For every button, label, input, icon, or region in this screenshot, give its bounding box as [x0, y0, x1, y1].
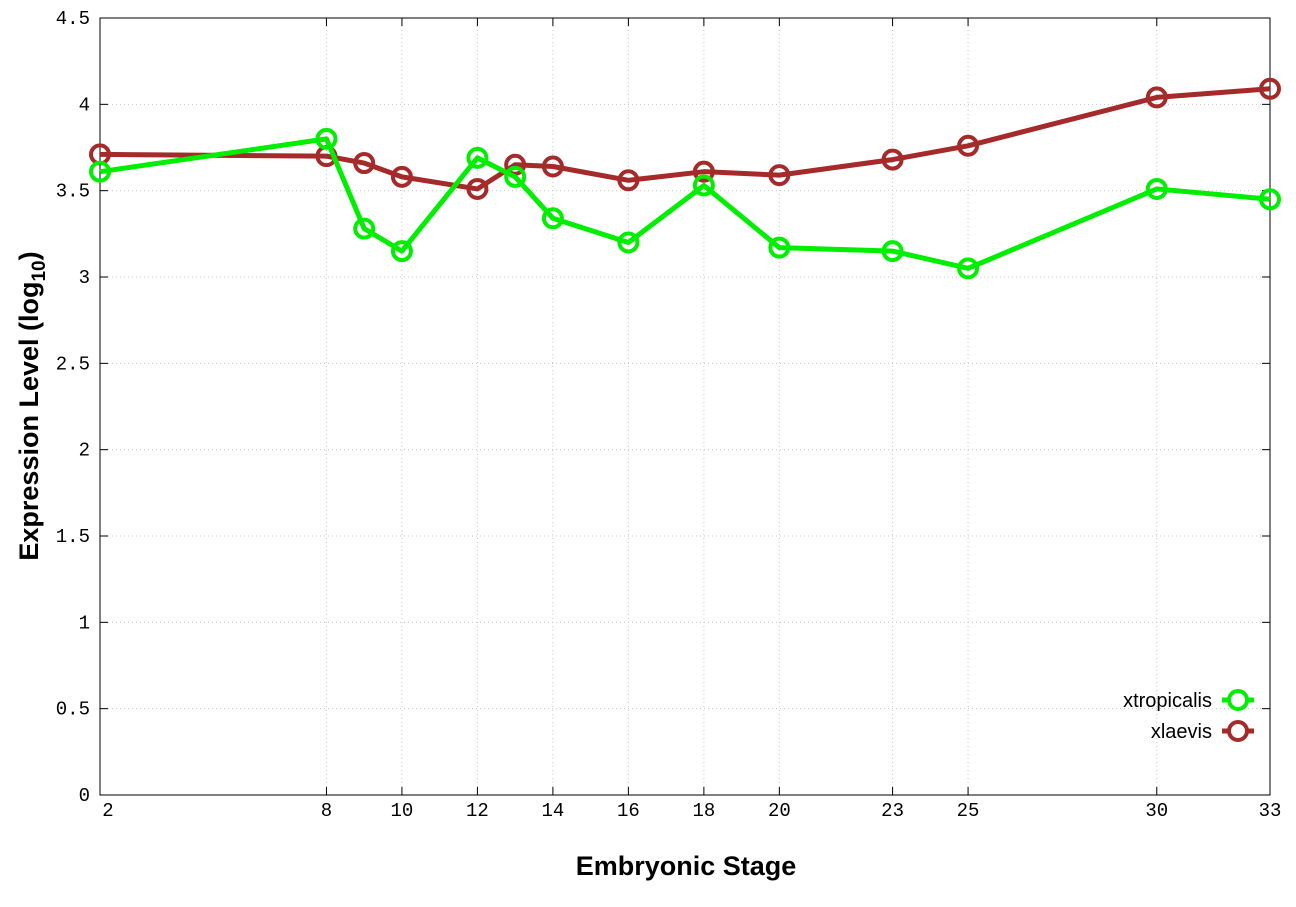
- data-point-xtropicalis: [881, 240, 904, 263]
- x-tick-label: 30: [1145, 800, 1168, 822]
- y-tick-label: 4: [79, 94, 90, 116]
- data-point-xlaevis: [504, 153, 527, 176]
- x-tick-label: 2: [102, 800, 113, 822]
- x-tick-label: 10: [391, 800, 414, 822]
- legend: xtropicalis xlaevis: [1123, 689, 1254, 743]
- axis-ticks: 2 8 10 12 14 16 18 20 23 25 30 33 0 0.5 1 1.5 2 2.5 3 3.5 4 4…: [56, 8, 1282, 822]
- data-point-xtropicalis: [541, 207, 564, 230]
- y-tick-label: 3.5: [56, 181, 90, 203]
- y-axis-title-main: Expression Level (log: [14, 282, 44, 561]
- x-tick-label: 16: [617, 800, 640, 822]
- y-tick-label: 2.5: [56, 353, 90, 375]
- data-point-xlaevis: [692, 160, 715, 183]
- series-line-xlaevis: [99, 86, 1271, 192]
- y-tick-label: 1.5: [56, 526, 90, 548]
- data-point-xtropicalis: [315, 127, 338, 150]
- y-axis-title: Expression Level (log10): [14, 251, 50, 560]
- data-point-xtropicalis: [466, 146, 489, 169]
- data-point-xtropicalis: [768, 236, 791, 259]
- data-point-xlaevis: [1145, 86, 1168, 109]
- x-tick-label: 23: [881, 800, 904, 822]
- plot-frame: [99, 17, 1271, 796]
- series-group: [89, 77, 1281, 280]
- data-point-xtropicalis: [353, 217, 376, 240]
- x-tick-label: 25: [957, 800, 980, 822]
- legend-swatch-marker: [1227, 689, 1249, 711]
- data-point-xlaevis: [617, 169, 640, 192]
- y-tick-label: 1: [79, 612, 90, 634]
- grid: [99, 17, 1271, 796]
- data-point-xlaevis: [353, 152, 376, 175]
- x-tick-label: 14: [541, 800, 564, 822]
- legend-swatch-marker: [1227, 720, 1249, 742]
- series-line-xtropicalis: [99, 136, 1271, 271]
- data-point-xlaevis: [957, 134, 980, 157]
- data-point-xlaevis: [881, 148, 904, 171]
- y-axis-title-end: ): [14, 251, 44, 260]
- data-point-xlaevis: [768, 164, 791, 187]
- data-point-xlaevis: [541, 155, 564, 178]
- y-tick-label: 0.5: [56, 699, 90, 721]
- x-tick-label: 12: [466, 800, 489, 822]
- x-tick-label: 18: [692, 800, 715, 822]
- y-tick-label: 3: [79, 267, 90, 289]
- data-point-xlaevis: [466, 177, 489, 200]
- data-point-xtropicalis: [89, 160, 111, 183]
- y-tick-label: 2: [79, 440, 90, 462]
- data-point-xlaevis: [390, 165, 413, 188]
- data-point-xtropicalis: [692, 174, 715, 197]
- legend-label-xtropicalis: xtropicalis: [1123, 690, 1212, 712]
- data-point-xtropicalis: [390, 240, 413, 263]
- y-tick-label: 0: [79, 785, 90, 807]
- x-tick-label: 20: [768, 800, 791, 822]
- y-axis-title-sub: 10: [29, 260, 50, 281]
- data-point-xlaevis: [1259, 77, 1281, 100]
- legend-label-xlaevis: xlaevis: [1151, 721, 1212, 743]
- data-point-xtropicalis: [1259, 188, 1281, 211]
- data-point-xtropicalis: [617, 231, 640, 254]
- x-tick-label: 33: [1259, 800, 1282, 822]
- x-axis-title: Embryonic Stage: [576, 851, 797, 881]
- x-tick-label: 8: [321, 800, 332, 822]
- data-point-xtropicalis: [1145, 177, 1168, 200]
- y-tick-label: 4.5: [56, 8, 90, 30]
- data-point-xtropicalis: [957, 257, 980, 280]
- data-point-xtropicalis: [504, 165, 527, 188]
